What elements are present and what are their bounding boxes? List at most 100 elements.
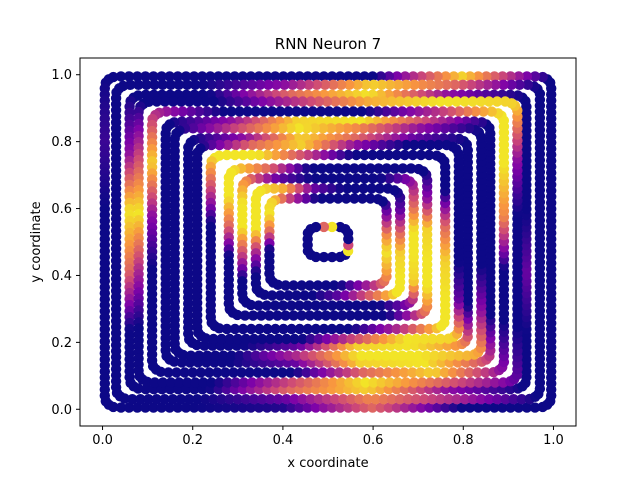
- scatter-point: [425, 139, 436, 151]
- scatter-point: [326, 251, 338, 263]
- scatter-point: [462, 106, 473, 117]
- scatter-point: [301, 123, 312, 134]
- scatter-point: [156, 71, 167, 82]
- scatter-point: [302, 71, 313, 82]
- scatter-point: [302, 173, 313, 184]
- y-tick-label: 0.2: [51, 336, 72, 351]
- scatter-point: [505, 71, 516, 82]
- scatter-point: [370, 333, 381, 345]
- scatter-point: [250, 350, 262, 361]
- scatter-point: [529, 402, 541, 413]
- scatter-point: [443, 394, 454, 405]
- scatter-point: [372, 194, 384, 205]
- scatter-point: [350, 123, 361, 134]
- scatter-point: [334, 221, 346, 233]
- scatter-point: [169, 106, 180, 117]
- scatter-point: [149, 377, 160, 388]
- scatter-point: [382, 123, 394, 134]
- scatter-point: [394, 333, 406, 345]
- scatter-point: [370, 96, 381, 107]
- scatter-point: [309, 183, 320, 194]
- scatter-point: [384, 139, 395, 151]
- scatter-point: [408, 377, 420, 388]
- scatter-point: [134, 371, 145, 382]
- scatter-point: [368, 79, 379, 91]
- scatter-point: [198, 79, 209, 91]
- scatter-point: [521, 71, 533, 82]
- scatter-point: [500, 96, 511, 107]
- scatter-point: [429, 350, 440, 361]
- scatter-point: [259, 289, 270, 300]
- scatter-point: [321, 96, 333, 107]
- scatter-point: [359, 323, 370, 335]
- scatter-point: [375, 173, 387, 184]
- scatter-point: [308, 163, 319, 174]
- y-tick-label: 0.8: [51, 135, 72, 150]
- scatter-point: [278, 402, 289, 413]
- scatter-point: [349, 163, 360, 174]
- scatter-point: [193, 327, 204, 338]
- scatter-point: [278, 149, 289, 161]
- scatter-point: [376, 139, 387, 151]
- scatter-point: [273, 96, 284, 107]
- scatter-point: [334, 323, 346, 335]
- scatter-point: [175, 394, 187, 405]
- scatter-point: [311, 79, 322, 91]
- scatter-point: [251, 163, 263, 174]
- scatter-point: [364, 106, 375, 117]
- scatter-point: [398, 123, 410, 134]
- scatter-point: [228, 123, 239, 134]
- scatter-point: [317, 123, 329, 134]
- scatter-point: [210, 350, 221, 361]
- scatter-point: [464, 367, 475, 378]
- scatter-point: [332, 163, 344, 174]
- scatter-point: [427, 394, 438, 405]
- x-tick-label: 1.0: [543, 433, 564, 448]
- scatter-point: [310, 402, 321, 413]
- scatter-point: [318, 402, 330, 413]
- scatter-point: [318, 149, 330, 161]
- scatter-point: [284, 163, 295, 174]
- y-tick-label: 1.0: [51, 68, 72, 83]
- scatter-point: [386, 333, 398, 345]
- scatter-point: [155, 366, 166, 377]
- scatter-point: [384, 377, 395, 388]
- scatter-point: [198, 377, 209, 388]
- scatter-point: [277, 123, 288, 134]
- scatter-point: [305, 394, 316, 405]
- scatter-point: [245, 71, 257, 82]
- scatter-point: [170, 344, 181, 355]
- scatter-point: [419, 96, 430, 107]
- scatter-point: [453, 350, 465, 361]
- scatter-point: [513, 71, 524, 82]
- scatter-point: [380, 106, 392, 117]
- scatter-point: [326, 71, 338, 82]
- scatter-point: [331, 350, 343, 361]
- scatter-point: [336, 139, 347, 151]
- scatter-point: [454, 133, 465, 145]
- scatter-point: [283, 290, 294, 301]
- scatter-point: [419, 333, 430, 345]
- scatter-point: [247, 310, 259, 321]
- scatter-point: [254, 139, 266, 151]
- scatter-point: [182, 377, 193, 388]
- scatter-point: [237, 71, 248, 82]
- scatter-point: [350, 183, 361, 194]
- scatter-point: [180, 402, 192, 413]
- scatter-point: [119, 393, 130, 404]
- scatter-point: [240, 333, 252, 345]
- scatter-point: [213, 402, 224, 413]
- scatter-point: [392, 173, 403, 184]
- scatter-point: [346, 394, 357, 405]
- scatter-point: [327, 139, 339, 151]
- scatter-point: [513, 402, 524, 413]
- scatter-point: [473, 402, 484, 413]
- scatter-point: [396, 350, 408, 361]
- scatter-point: [354, 96, 365, 107]
- scatter-point: [216, 96, 227, 107]
- scatter-point: [287, 139, 298, 151]
- scatter-point: [440, 402, 451, 413]
- scatter-point: [394, 96, 406, 107]
- scatter-point: [242, 350, 253, 361]
- scatter-point: [383, 323, 394, 335]
